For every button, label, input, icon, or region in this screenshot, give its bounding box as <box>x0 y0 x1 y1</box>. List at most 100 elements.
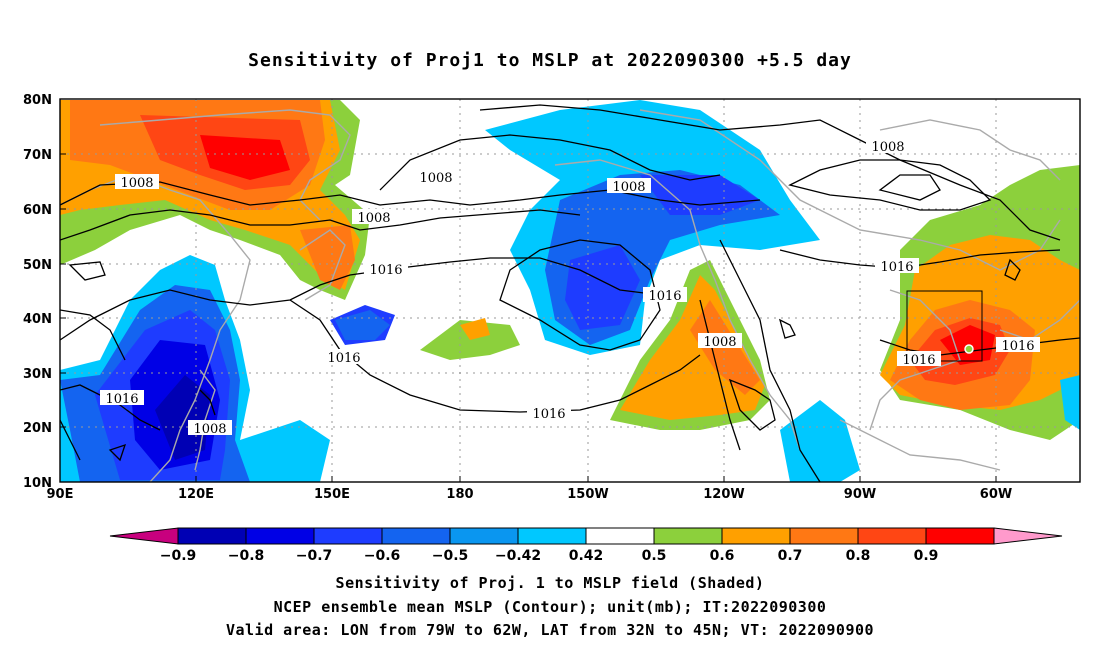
contour-label: 1008 <box>352 209 396 226</box>
colorbar-swatch <box>925 527 995 545</box>
contour-label-bg <box>364 261 408 276</box>
contour-label-bg <box>322 349 366 364</box>
contour-label: 1016 <box>100 390 144 407</box>
contour-label-bg <box>607 178 651 193</box>
chart-title: Sensitivity of Proj1 to MSLP at 20220903… <box>248 50 852 71</box>
colorbar-swatch <box>789 527 859 545</box>
contour-label: 1008 <box>698 333 742 350</box>
colorbar-tick-label: −0.5 <box>432 548 469 564</box>
contour-label: 1016 <box>322 349 366 366</box>
coastlines <box>60 109 1080 482</box>
colorbar-swatch <box>517 527 587 545</box>
colorbar-tick-label: −0.8 <box>228 548 265 564</box>
caption-valid-area: Valid area: LON from 79W to 62W, LAT fro… <box>225 621 875 639</box>
negative-region-central-america <box>780 400 860 482</box>
contour-label-text: 1016 <box>880 260 913 275</box>
contour-label-text: 1008 <box>871 140 904 155</box>
contour-label: 1008 <box>188 420 232 437</box>
lon-label-150w: 150W <box>567 487 608 502</box>
contour-label: 1016 <box>364 261 408 278</box>
lat-label-10n: 10N <box>23 476 52 491</box>
lat-label-20n: 20N <box>23 421 52 436</box>
contour-label-text: 1008 <box>120 176 153 191</box>
lon-label-180: 180 <box>446 487 473 502</box>
lon-label-150e: 150E <box>314 487 350 502</box>
contour-label-bg <box>352 209 396 224</box>
contour-label-text: 1016 <box>532 407 565 422</box>
contour-label-bg <box>527 405 571 420</box>
colorbar-swatch <box>857 527 927 545</box>
colorbar-tick-label: −0.42 <box>495 548 541 564</box>
lat-label-30n: 30N <box>23 367 52 382</box>
grid-lines <box>60 99 1080 482</box>
contour-label-bg <box>897 351 941 366</box>
axis-ticks <box>60 98 997 483</box>
positive-region-central-pacific-orange <box>460 318 490 340</box>
lon-label-60w: 60W <box>980 487 1012 502</box>
lon-label-90w: 90W <box>844 487 876 502</box>
colorbar-min-arrow <box>109 527 179 545</box>
colorbar-tick-label: −0.9 <box>160 548 197 564</box>
contour-label-text: 1016 <box>369 263 402 278</box>
colorbar-tick-label: 0.5 <box>642 548 667 564</box>
valid-area-box <box>906 290 983 362</box>
plot-frame <box>59 98 1081 483</box>
positive-region-siberia-core <box>200 135 290 180</box>
contour-label-bg <box>414 169 458 184</box>
colorbar-tick-label: −0.6 <box>364 548 401 564</box>
contour-label: 1016 <box>996 337 1040 354</box>
mslp-contours <box>60 104 1080 482</box>
contour-label-text: 1008 <box>419 171 452 186</box>
colorbar-swatch <box>177 527 247 545</box>
contour-label-text: 1016 <box>1001 339 1034 354</box>
sensitivity-shading <box>60 100 1080 482</box>
lon-label-90e: 90E <box>47 487 74 502</box>
lat-label-60n: 60N <box>23 203 52 218</box>
colorbar-max-arrow <box>993 527 1063 545</box>
longitude-labels: 90E 120E 150E 180 150W 120W 90W 60W <box>47 487 1013 502</box>
positive-region-ne-pacific-orange <box>620 275 765 420</box>
caption-shading: Sensitivity of Proj. 1 to MSLP field (Sh… <box>335 574 765 592</box>
lon-label-120w: 120W <box>703 487 744 502</box>
contour-label-text: 1008 <box>703 335 736 350</box>
contour-label-bg <box>866 138 910 153</box>
colorbar-tick-label: 0.42 <box>569 548 604 564</box>
contour-label-text: 1008 <box>357 211 390 226</box>
contour-label: 1016 <box>643 287 687 304</box>
colorbar-swatch <box>381 527 451 545</box>
contour-label-bg <box>643 287 687 302</box>
contour-label-text: 1008 <box>612 180 645 195</box>
contour-label: 1016 <box>897 351 941 368</box>
colorbar-swatch <box>721 527 791 545</box>
contour-label: 1008 <box>115 174 159 191</box>
negative-region-atlantic-east <box>1060 375 1080 430</box>
contour-label-bg <box>996 337 1040 352</box>
contour-label-text: 1016 <box>648 289 681 304</box>
contour-label-text: 1016 <box>902 353 935 368</box>
colorbar-swatch <box>653 527 723 545</box>
colorbar-tick-label: 0.8 <box>846 548 871 564</box>
contour-label-text: 1016 <box>105 392 138 407</box>
contour-label-bg <box>100 390 144 405</box>
valid-area-center-marker <box>964 344 974 354</box>
colorbar-swatch <box>585 527 655 545</box>
contour-label: 1016 <box>527 405 571 422</box>
lat-label-80n: 80N <box>23 93 52 108</box>
colorbar: −0.9 −0.8 −0.7 −0.6 −0.5 −0.42 0.42 0.5 0.6 0.7 0.… <box>109 527 1063 564</box>
contour-label-text: 1008 <box>193 422 226 437</box>
colorbar-swatch <box>449 527 519 545</box>
colorbar-swatch <box>313 527 383 545</box>
contour-label-bg <box>698 333 742 348</box>
contour-label-bg <box>188 420 232 435</box>
contour-label-text: 1016 <box>327 351 360 366</box>
lon-label-120e: 120E <box>178 487 214 502</box>
contour-label: 1008 <box>866 138 910 155</box>
caption-contour: NCEP ensemble mean MSLP (Contour); unit(… <box>273 598 827 616</box>
colorbar-tick-label: 0.6 <box>710 548 735 564</box>
contour-label-bg <box>875 258 919 273</box>
colorbar-tick-label: −0.7 <box>296 548 333 564</box>
contour-label: 1008 <box>414 169 458 186</box>
contour-label-bg <box>115 174 159 189</box>
latitude-labels: 80N 70N 60N 50N 40N 30N 20N 10N <box>23 93 52 491</box>
